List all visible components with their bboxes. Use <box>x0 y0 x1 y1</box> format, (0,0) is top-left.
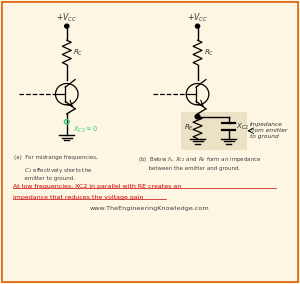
Circle shape <box>196 24 200 28</box>
Text: $+V_{CC}$: $+V_{CC}$ <box>187 11 208 24</box>
Text: $X_{C2}$: $X_{C2}$ <box>236 122 249 131</box>
Text: impedance that reduces the voltage gain: impedance that reduces the voltage gain <box>13 195 143 201</box>
Text: $R_C$: $R_C$ <box>73 47 84 58</box>
Text: www.TheEngineeringKnowledge.com: www.TheEngineeringKnowledge.com <box>90 206 210 211</box>
Text: to ground: to ground <box>250 134 279 139</box>
Text: $R_C$: $R_C$ <box>204 47 214 58</box>
Text: $C_2$ effectively shorts the: $C_2$ effectively shorts the <box>14 166 92 175</box>
Text: (a)  For midrange frequencies,: (a) For midrange frequencies, <box>14 156 98 160</box>
Text: $X_{C2}\approx 0$: $X_{C2}\approx 0$ <box>73 125 98 135</box>
Text: $R_E$: $R_E$ <box>184 123 194 133</box>
Text: emitter to ground.: emitter to ground. <box>14 176 75 181</box>
Text: Impedance: Impedance <box>250 122 283 127</box>
Text: At low frequencies, XC2 in parallel with RE creates an: At low frequencies, XC2 in parallel with… <box>13 184 181 189</box>
Circle shape <box>195 114 200 119</box>
Text: from emitter: from emitter <box>250 128 287 133</box>
Text: (b)  Below $f_s$, $X_{C2}$ and $R_E$ form an impedance: (b) Below $f_s$, $X_{C2}$ and $R_E$ form… <box>138 156 262 164</box>
Text: $+V_{CC}$: $+V_{CC}$ <box>56 11 77 24</box>
Text: between the emitter and ground.: between the emitter and ground. <box>138 166 240 171</box>
Bar <box>181 112 247 150</box>
Circle shape <box>65 24 69 28</box>
